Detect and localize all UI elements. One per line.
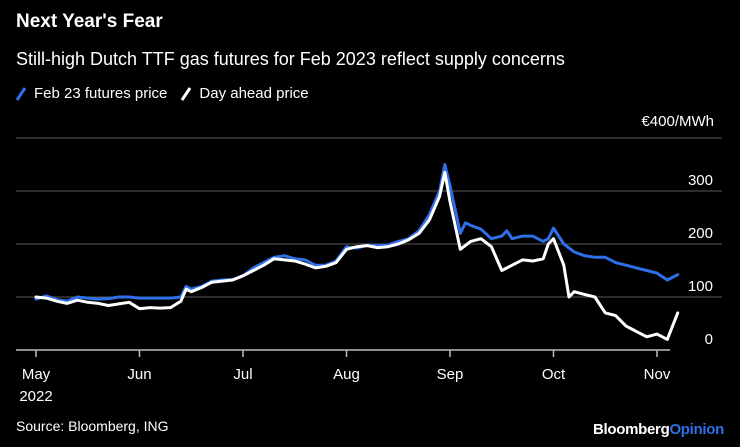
brand-part1: Bloomberg [592, 421, 670, 438]
series-line-futures [34, 163, 680, 303]
y-tick-label: 200 [688, 225, 713, 242]
x-tick-label: Nov [644, 366, 671, 383]
legend-swatch-futures [16, 86, 26, 101]
x-tick-label: Oct [542, 366, 566, 383]
y-axis-unit-label: €400/MWh [641, 113, 714, 130]
legend-item-dayahead: Day ahead price [181, 85, 309, 102]
x-tick-label: May [22, 366, 51, 383]
chart-subtitle: Still-high Dutch TTF gas futures for Feb… [16, 49, 565, 69]
brand-part2: Opinion [669, 421, 724, 438]
y-tick-label: 100 [688, 278, 713, 295]
x-tick-label: Aug [333, 366, 360, 383]
brand-logo: BloombergOpinion [593, 421, 724, 438]
legend: Feb 23 futures price Day ahead price [16, 85, 323, 102]
source-note: Source: Bloomberg, ING [16, 418, 169, 434]
x-tick-label: Jul [233, 366, 252, 383]
legend-item-futures: Feb 23 futures price [16, 85, 167, 102]
y-tick-label: 0 [705, 331, 713, 348]
legend-swatch-dayahead [181, 86, 192, 101]
x-tick-year-label: 2022 [19, 388, 52, 405]
legend-label-futures: Feb 23 futures price [34, 85, 168, 102]
x-tick-label: Jun [127, 366, 151, 383]
y-tick-label: 300 [688, 172, 713, 189]
chart-title: Next Year's Fear [16, 11, 163, 32]
series-line-dayahead [34, 170, 680, 341]
x-tick-label: Sep [437, 366, 464, 383]
legend-label-dayahead: Day ahead price [199, 85, 309, 102]
